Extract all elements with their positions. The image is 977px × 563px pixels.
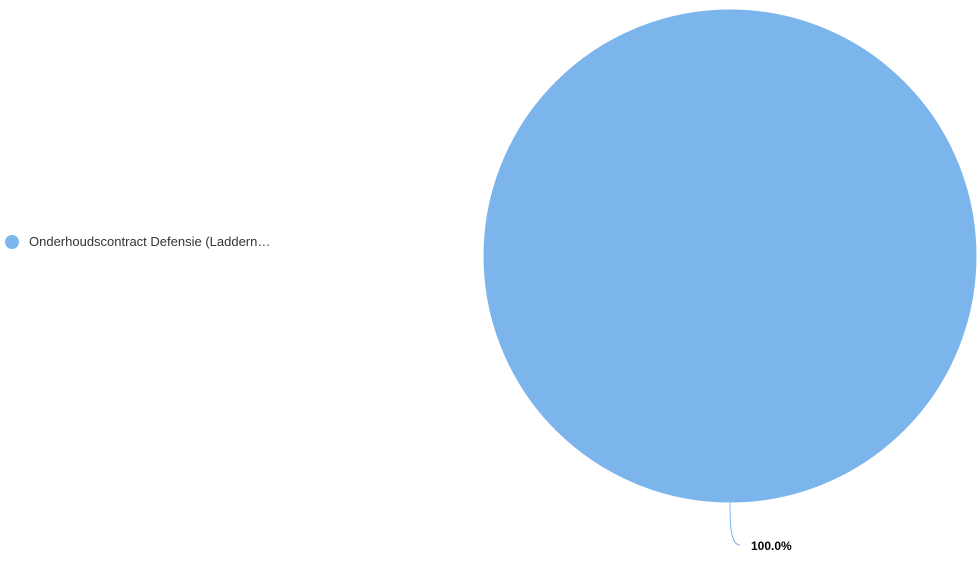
pie-slice[interactable] <box>482 8 977 504</box>
legend-item[interactable]: Onderhoudscontract Defensie (Laddern… <box>5 234 270 249</box>
legend-swatch-icon <box>5 234 19 249</box>
legend-label: Onderhoudscontract Defensie (Laddern… <box>29 234 271 249</box>
data-label: 100.0% <box>751 539 792 553</box>
data-label-connector <box>729 502 741 546</box>
